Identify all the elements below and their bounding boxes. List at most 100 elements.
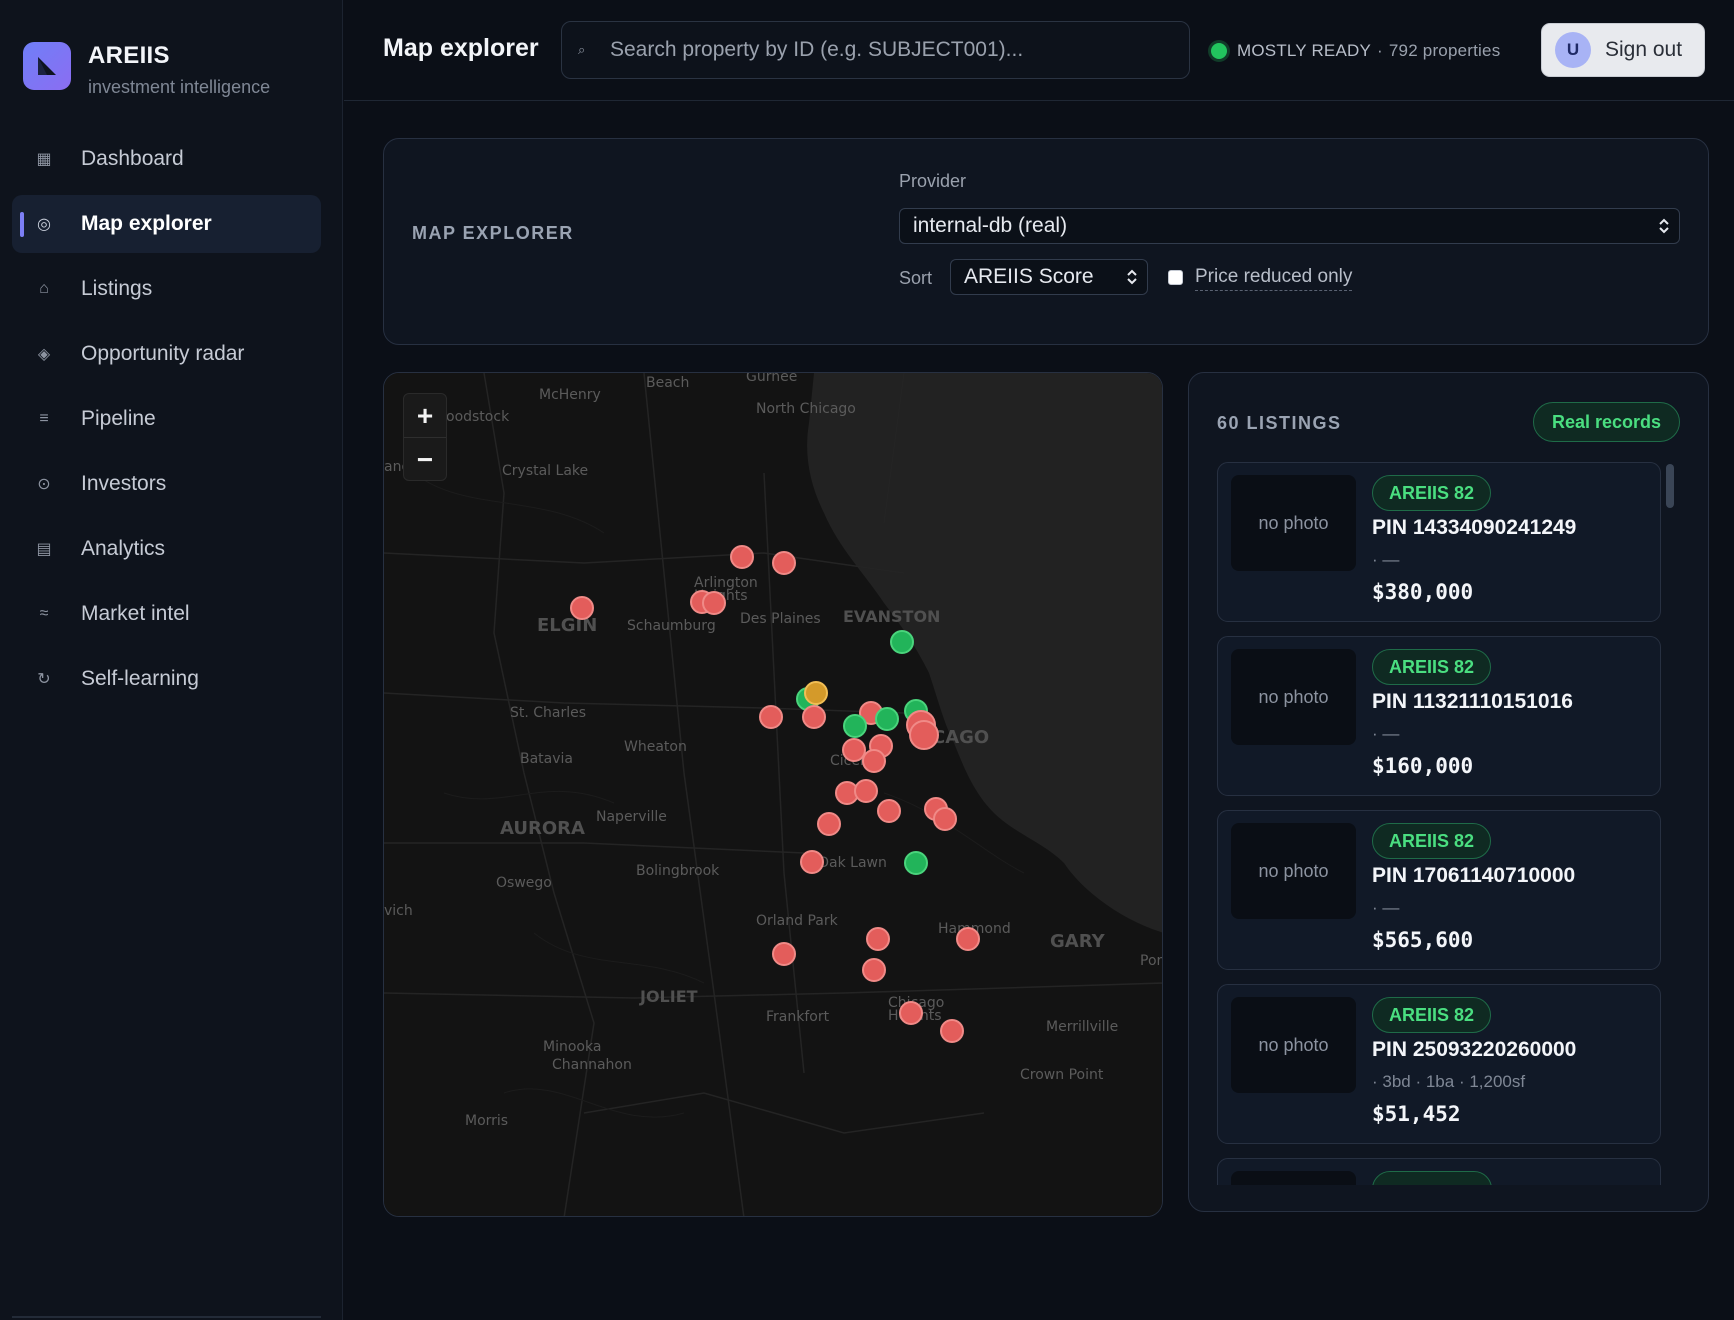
- page-title: Map explorer: [383, 34, 539, 62]
- sort-select-value: AREIIS Score: [964, 265, 1094, 288]
- sidebar-item-label: Map explorer: [81, 212, 212, 235]
- listing-photo-placeholder: no photo: [1231, 997, 1356, 1093]
- map-marker[interactable]: [802, 705, 826, 729]
- map-place-label: Wheaton: [624, 739, 687, 755]
- map-place-label: CAGO: [932, 727, 990, 748]
- sidebar-item-label: Self-learning: [81, 667, 199, 690]
- map-place-label: Bolingbrook: [636, 863, 720, 879]
- listing-card[interactable]: no photo AREIIS 82 PIN 11321110151016 · …: [1217, 636, 1661, 796]
- brand[interactable]: AREIIS investment intelligence: [23, 42, 270, 98]
- listing-card[interactable]: [1217, 1158, 1661, 1185]
- sidebar-item-self-learning[interactable]: ↻ Self-learning: [12, 650, 321, 708]
- sidebar-item-label: Analytics: [81, 537, 166, 560]
- map-marker[interactable]: [772, 551, 796, 575]
- listing-pin: PIN 11321110151016: [1372, 690, 1573, 713]
- map-place-label: Schaumburg: [627, 618, 716, 634]
- map-marker[interactable]: [956, 927, 980, 951]
- map-place-label: Merrillville: [1046, 1019, 1119, 1035]
- map-marker[interactable]: [759, 705, 783, 729]
- listings-list[interactable]: no photo AREIIS 82 PIN 14334090241249 · …: [1217, 462, 1661, 1185]
- map-marker[interactable]: [866, 927, 890, 951]
- listing-card[interactable]: no photo AREIIS 82 PIN 14334090241249 · …: [1217, 462, 1661, 622]
- map-place-label: Morris: [465, 1113, 509, 1129]
- map-marker[interactable]: [899, 1001, 923, 1025]
- lines-icon: ≡: [39, 410, 49, 427]
- chevron-updown-icon: [1659, 218, 1669, 234]
- diamond-icon: ◈: [37, 346, 51, 363]
- listing-details: · —: [1372, 550, 1400, 569]
- map-marker[interactable]: [875, 707, 899, 731]
- map-place-label: Por: [1140, 953, 1163, 969]
- score-badge: AREIIS 82: [1372, 649, 1492, 685]
- sign-out-label: Sign out: [1605, 38, 1683, 61]
- map-marker[interactable]: [862, 749, 886, 773]
- map-marker[interactable]: [800, 850, 824, 874]
- listings-panel: 60 LISTINGS Real records no photo AREIIS…: [1188, 372, 1709, 1212]
- map-marker[interactable]: [904, 851, 928, 875]
- score-badge: AREIIS 82: [1372, 475, 1492, 511]
- score-badge: AREIIS 82: [1372, 823, 1492, 859]
- map-place-label: Crown Point: [1020, 1067, 1104, 1083]
- listing-photo-placeholder: no photo: [1231, 475, 1356, 571]
- zoom-out-button[interactable]: −: [416, 444, 434, 475]
- listing-pin: PIN 17061140710000: [1372, 864, 1576, 887]
- listing-card[interactable]: no photo AREIIS 82 PIN 25093220260000 · …: [1217, 984, 1661, 1144]
- status-label: MOSTLY READY: [1237, 41, 1372, 60]
- sidebar-item-label: Dashboard: [81, 147, 184, 170]
- sign-out-button[interactable]: U Sign out: [1541, 23, 1705, 77]
- map-marker[interactable]: [817, 812, 841, 836]
- map-place-label: EVANSTON: [843, 607, 941, 626]
- grid-icon: ▦: [36, 151, 52, 168]
- listing-card[interactable]: no photo AREIIS 82 PIN 17061140710000 · …: [1217, 810, 1661, 970]
- sidebar-item-label: Market intel: [81, 602, 190, 625]
- sort-label: Sort: [899, 268, 933, 288]
- sidebar-item-listings[interactable]: ⌂ Listings: [12, 260, 321, 318]
- map-marker[interactable]: [933, 807, 957, 831]
- sidebar-nav: ▦ Dashboard ◎ Map explorer ⌂ Listings ◈ …: [12, 130, 321, 715]
- map[interactable]: McHenry Beach Gurnee North Chicago oodst…: [383, 372, 1163, 1217]
- map-place-label: vich: [384, 903, 413, 919]
- price-reduced-checkbox[interactable]: [1168, 270, 1183, 285]
- map-marker[interactable]: [940, 1019, 964, 1043]
- sidebar-item-market-intel[interactable]: ≈ Market intel: [12, 585, 321, 643]
- map-place-label: Crystal Lake: [502, 463, 589, 479]
- search-box[interactable]: ⌕: [561, 21, 1190, 79]
- listing-details: · 3bd · 1ba · 1,200sf: [1372, 1072, 1526, 1091]
- sidebar-item-analytics[interactable]: ▤ Analytics: [12, 520, 321, 578]
- topbar: Map explorer ⌕ MOSTLY READY · 792 proper…: [344, 0, 1734, 101]
- map-marker[interactable]: [890, 630, 914, 654]
- provider-select[interactable]: internal-db (real): [899, 208, 1680, 244]
- map-marker[interactable]: [804, 681, 828, 705]
- map-place-label: Des Plaines: [740, 611, 821, 627]
- sidebar-item-label: Opportunity radar: [81, 342, 245, 365]
- search-input[interactable]: [610, 38, 1170, 62]
- map-marker[interactable]: [854, 779, 878, 803]
- sidebar-item-investors[interactable]: ⊙ Investors: [12, 455, 321, 513]
- sidebar-item-opportunity-radar[interactable]: ◈ Opportunity radar: [12, 325, 321, 383]
- listing-pin: PIN 14334090241249: [1372, 516, 1577, 539]
- listing-photo-placeholder: no photo: [1231, 649, 1356, 745]
- score-badge: [1372, 1171, 1492, 1185]
- sort-select[interactable]: AREIIS Score: [950, 259, 1148, 295]
- zoom-in-button[interactable]: +: [404, 394, 446, 438]
- sidebar-item-dashboard[interactable]: ▦ Dashboard: [12, 130, 321, 188]
- map-basemap[interactable]: [384, 373, 1163, 1217]
- map-marker[interactable]: [862, 958, 886, 982]
- map-marker[interactable]: [730, 545, 754, 569]
- map-marker[interactable]: [909, 720, 939, 750]
- map-marker[interactable]: [843, 714, 867, 738]
- sidebar-item-label: Pipeline: [81, 407, 156, 430]
- map-marker[interactable]: [570, 596, 594, 620]
- map-place-label: Oak Lawn: [818, 855, 887, 871]
- sidebar-item-pipeline[interactable]: ≡ Pipeline: [12, 390, 321, 448]
- status-count: 792 properties: [1388, 41, 1501, 60]
- listings-scrollbar[interactable]: [1666, 464, 1674, 508]
- map-marker[interactable]: [702, 591, 726, 615]
- zoom-controls: + −: [403, 393, 447, 481]
- map-marker[interactable]: [877, 799, 901, 823]
- map-place-label: Beach: [646, 375, 690, 391]
- listing-price: $51,452: [1372, 1102, 1461, 1126]
- price-reduced-label[interactable]: Price reduced only: [1195, 266, 1353, 291]
- sidebar-item-map-explorer[interactable]: ◎ Map explorer: [12, 195, 321, 253]
- map-marker[interactable]: [772, 942, 796, 966]
